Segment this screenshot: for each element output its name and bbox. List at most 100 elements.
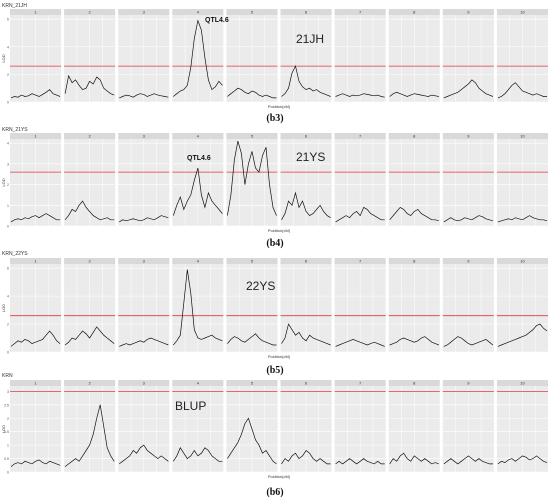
- chr-strip: [334, 9, 386, 15]
- lod-curve-chr-4: [172, 167, 223, 216]
- chr-label: 9: [467, 381, 470, 386]
- chr-label: 7: [359, 134, 362, 139]
- chr-label: 5: [251, 10, 254, 15]
- panel-b4: KRN_21YS LOD 0 1 2 3 4 1 2 3 4 5 6 7 8 9 10 Position(cM) 2…: [1, 127, 548, 233]
- y-tick-label: 1.5: [4, 430, 9, 434]
- lod-curve-chr-7: [335, 339, 385, 347]
- chr-strip: [388, 133, 440, 139]
- y-tick-label: 2: [7, 417, 9, 421]
- chr-label: 3: [143, 259, 146, 264]
- chr-strip: [496, 258, 548, 264]
- chr-strip: [442, 380, 494, 386]
- lod-curve-chr-9: [443, 79, 494, 99]
- lod-curve-chr-3: [119, 93, 169, 99]
- chr-strip: [388, 258, 440, 264]
- chr-strip: [64, 133, 116, 139]
- chr-strip: [10, 133, 62, 139]
- y-tick-label: 3: [7, 162, 9, 166]
- y-tick-label: 0: [7, 101, 9, 105]
- chr-strip: [118, 380, 170, 386]
- chr-strip: [442, 133, 494, 139]
- chr-label: 9: [467, 10, 470, 15]
- chr-label: 5: [251, 381, 254, 386]
- panel-b6: KRN LOD 0 0.5 1 1.5 2 2.5 3 1 2 3 4 5 6 7 8 9 10 Position(c…: [1, 373, 548, 479]
- lod-curve-chr-2: [64, 74, 115, 96]
- chr-strip: [172, 258, 224, 264]
- y-tick-label: 3: [7, 390, 9, 394]
- chr-strip: [388, 9, 440, 15]
- chr-strip: [226, 133, 278, 139]
- chr-label: 6: [305, 381, 308, 386]
- y-tick-label: 2: [7, 323, 9, 327]
- y-tick-label: 1: [7, 204, 9, 208]
- chr-strip: [226, 380, 278, 386]
- lod-curve-chr-1: [10, 330, 61, 347]
- lod-curve-chr-2: [64, 200, 115, 221]
- lod-curve-chr-3: [118, 444, 169, 465]
- y-axis-label: LOD: [1, 425, 6, 433]
- y-tick-label: 4: [7, 295, 9, 299]
- y-axis-label: LOD: [1, 54, 6, 62]
- chr-strip: [10, 258, 62, 264]
- panel-b3: KRN_21JH LOD 0 2 4 6 1 2 3 4 5 6 7 8 9 10 Position(cM) 21…: [1, 3, 548, 109]
- chr-label: 1: [34, 10, 37, 15]
- y-tick-label: 2: [7, 183, 9, 187]
- chr-strip: [334, 133, 386, 139]
- chr-label: 4: [197, 259, 200, 264]
- y-tick-label: 4: [7, 142, 9, 146]
- y-tick-label: 0.5: [4, 457, 9, 461]
- lod-curve-chr-10: [497, 82, 547, 99]
- chr-strip: [442, 9, 494, 15]
- y-tick-label: 6: [7, 267, 9, 271]
- lod-curve-chr-6: [281, 191, 331, 220]
- chr-strip: [64, 9, 116, 15]
- lod-curve-chr-2: [64, 326, 115, 346]
- lod-curve-chr-9: [443, 336, 494, 347]
- lod-curve-chr-5: [227, 87, 277, 99]
- x-axis-label: Position(cM): [268, 104, 291, 109]
- lod-curve-chr-1: [10, 459, 61, 467]
- x-axis-label: Position(cM): [268, 354, 291, 359]
- x-axis-label: Position(cM): [268, 474, 291, 479]
- lod-curve-chr-6: [281, 449, 331, 465]
- y-tick-label: 4: [7, 45, 9, 49]
- chr-strip: [496, 380, 548, 386]
- lod-curve-chr-8: [389, 206, 439, 222]
- lod-curve-chr-5: [227, 333, 277, 346]
- chr-label: 2: [89, 381, 92, 386]
- chr-strip: [172, 9, 224, 15]
- y-tick-label: 1: [7, 444, 9, 448]
- lod-curve-chr-10: [497, 455, 548, 465]
- chr-strip: [226, 258, 278, 264]
- chr-strip: [118, 133, 170, 139]
- lod-curve-chr-4: [173, 19, 223, 97]
- lod-curve-chr-4: [173, 447, 223, 462]
- chr-label: 6: [305, 134, 308, 139]
- panel-b5: KRN_22YS LOD 0 2 4 6 1 2 3 4 5 6 7 8 9 10 Position(cM) 22…: [1, 251, 548, 359]
- chr-strip: [280, 258, 332, 264]
- panel-title: KRN_22YS: [2, 251, 28, 257]
- chr-label: 2: [89, 134, 92, 139]
- chr-label: 1: [34, 134, 37, 139]
- chr-label: 3: [143, 10, 146, 15]
- lod-curve-chr-9: [443, 215, 493, 223]
- y-tick-label: 0: [7, 225, 9, 229]
- chr-strip: [172, 133, 224, 139]
- chr-label: 10: [520, 134, 525, 139]
- chr-label: 8: [413, 381, 416, 386]
- y-tick-label: 6: [7, 18, 9, 22]
- lod-curve-chr-1: [10, 89, 61, 99]
- overlay-label: 21JH: [296, 32, 324, 46]
- chr-label: 8: [413, 10, 416, 15]
- lod-curve-chr-6: [281, 65, 331, 97]
- x-axis-label: Position(cM): [268, 228, 291, 233]
- chr-strip: [172, 380, 224, 386]
- lod-curve-chr-8: [389, 336, 439, 346]
- y-axis-label: LOD: [1, 178, 6, 186]
- chr-strip: [280, 133, 332, 139]
- chr-label: 5: [251, 259, 254, 264]
- chr-label: 10: [520, 259, 525, 264]
- chr-label: 6: [305, 259, 308, 264]
- lod-curve-chr-3: [119, 337, 169, 347]
